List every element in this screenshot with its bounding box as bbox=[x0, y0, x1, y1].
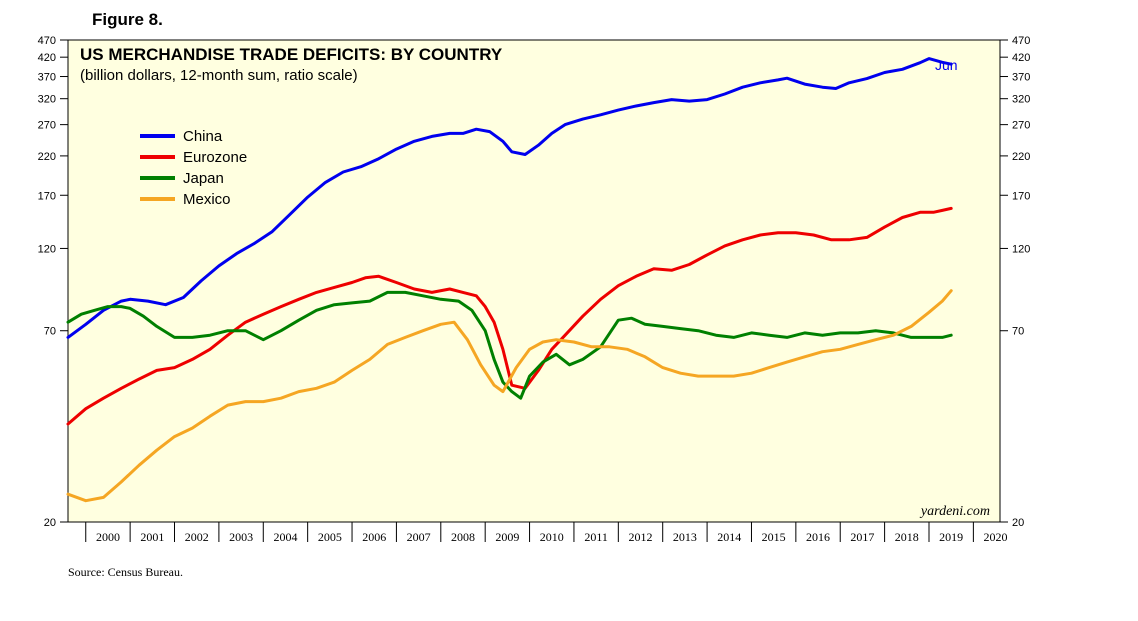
y-tick-label-left: 370 bbox=[38, 72, 56, 84]
x-tick-label: 2018 bbox=[895, 530, 919, 544]
x-tick-label: 2001 bbox=[140, 530, 164, 544]
x-tick-label: 2012 bbox=[629, 530, 653, 544]
x-axis: 2000 2001 2002 2003 2004 2005 2006 2007 2008 2009… bbox=[85, 522, 1008, 544]
x-tick-label: 2017 bbox=[850, 530, 874, 544]
chart-title: US MERCHANDISE TRADE DEFICITS: BY COUNTR… bbox=[80, 45, 503, 64]
legend-label-mexico: Mexico bbox=[183, 191, 231, 208]
x-tick-label: 2011 bbox=[584, 530, 608, 544]
x-tick-label: 2010 bbox=[540, 530, 564, 544]
x-tick-label: 2006 bbox=[362, 530, 386, 544]
y-tick-label-right: 370 bbox=[1012, 72, 1030, 84]
x-tick-label: 2007 bbox=[407, 530, 431, 544]
legend: China Eurozone Japan Mexico bbox=[140, 128, 247, 208]
series-line-china bbox=[66, 57, 953, 339]
legend-label-china: China bbox=[183, 128, 223, 145]
y-tick-label-right: 170 bbox=[1012, 190, 1030, 202]
x-tick-label: 2002 bbox=[185, 530, 209, 544]
x-tick-label: 2013 bbox=[673, 530, 697, 544]
y-tick-label-left: 420 bbox=[38, 52, 56, 64]
y-tick-label-left: 470 bbox=[38, 35, 56, 47]
y-tick-label-right: 220 bbox=[1012, 151, 1030, 163]
y-tick-label-left: 70 bbox=[44, 326, 56, 338]
y-tick-label-right: 470 bbox=[1012, 35, 1030, 47]
x-tick-label: 2014 bbox=[717, 530, 741, 544]
series-line-mexico bbox=[66, 289, 953, 503]
y-tick-label-right: 120 bbox=[1012, 243, 1030, 255]
x-tick-label: 2005 bbox=[318, 530, 342, 544]
series-line-japan bbox=[66, 290, 953, 400]
chart-subtitle: (billion dollars, 12-month sum, ratio sc… bbox=[80, 67, 358, 84]
y-axis-right: 20 70 120 170 220 270 320 370 420 470 bbox=[1000, 35, 1030, 529]
source-note: Source: Census Bureau. bbox=[68, 565, 183, 579]
y-tick-label-left: 320 bbox=[38, 94, 56, 106]
y-tick-label-right: 420 bbox=[1012, 52, 1030, 64]
y-tick-label-left: 220 bbox=[38, 151, 56, 163]
y-axis-left: 20 70 120 170 220 270 320 370 420 470 bbox=[38, 35, 68, 529]
x-tick-label: 2015 bbox=[762, 530, 786, 544]
x-tick-label: 2008 bbox=[451, 530, 475, 544]
x-tick-label: 2009 bbox=[495, 530, 519, 544]
series-line-eurozone bbox=[66, 206, 953, 426]
y-tick-label-right: 20 bbox=[1012, 517, 1024, 529]
x-tick-label: 2004 bbox=[273, 530, 297, 544]
x-tick-label: 2020 bbox=[984, 530, 1008, 544]
y-tick-label-left: 20 bbox=[44, 517, 56, 529]
y-tick-label-right: 70 bbox=[1012, 326, 1024, 338]
y-tick-label-left: 170 bbox=[38, 190, 56, 202]
end-annotation: Jun bbox=[935, 57, 958, 73]
plot-background bbox=[67, 39, 1001, 523]
y-tick-label-left: 120 bbox=[38, 243, 56, 255]
y-tick-label-right: 270 bbox=[1012, 120, 1030, 132]
x-tick-label: 2000 bbox=[96, 530, 120, 544]
y-tick-label-left: 270 bbox=[38, 120, 56, 132]
figure-label: Figure 8. bbox=[92, 10, 163, 29]
series-lines bbox=[66, 57, 953, 503]
x-tick-label: 2019 bbox=[939, 530, 963, 544]
watermark: yardeni.com bbox=[919, 504, 990, 519]
x-tick-label: 2003 bbox=[229, 530, 253, 544]
legend-label-eurozone: Eurozone bbox=[183, 149, 247, 166]
legend-label-japan: Japan bbox=[183, 170, 224, 187]
x-tick-label: 2016 bbox=[806, 530, 830, 544]
y-tick-label-right: 320 bbox=[1012, 94, 1030, 106]
